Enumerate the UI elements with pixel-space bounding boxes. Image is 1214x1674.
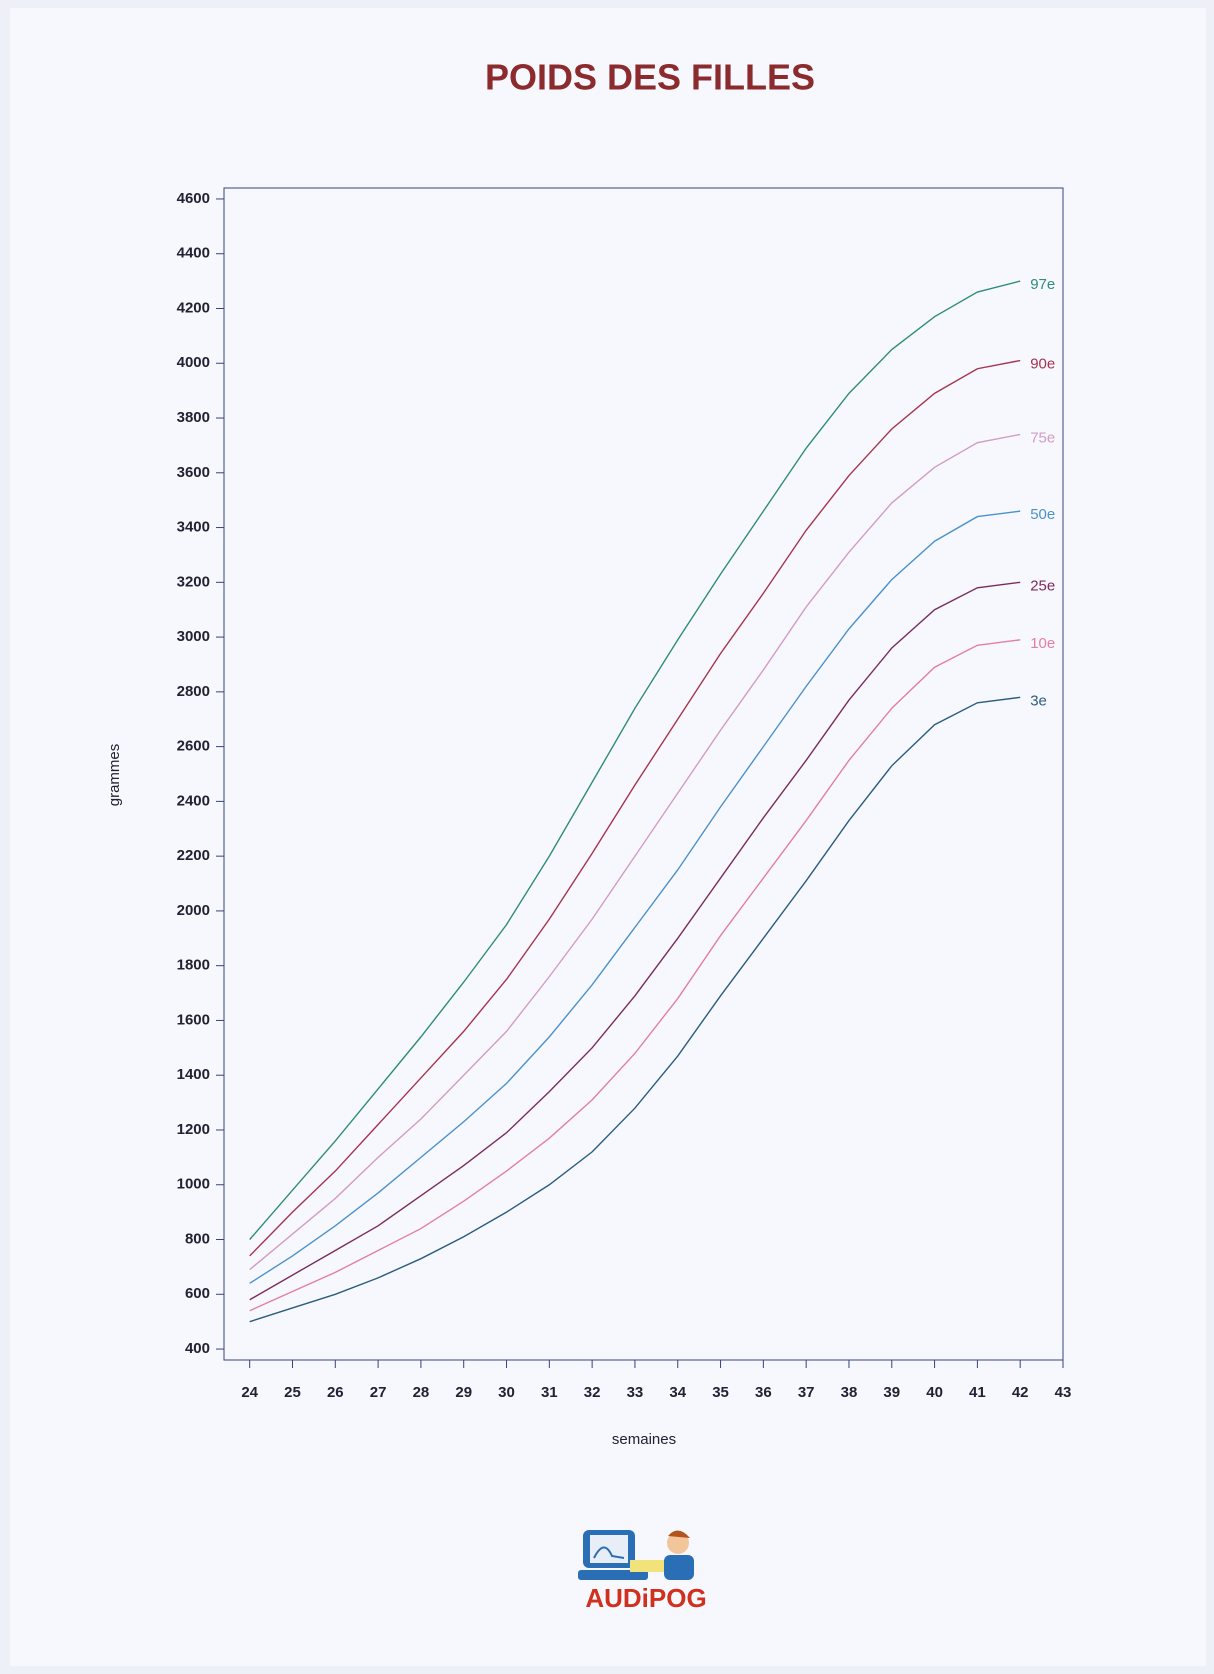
series-label: 90e	[1030, 355, 1055, 372]
series-label: 25e	[1030, 577, 1055, 594]
series-line	[249, 639, 1021, 1312]
x-tick-label: 42	[1012, 1384, 1029, 1401]
y-tick-label: 2400	[177, 792, 210, 809]
y-tick-label: 4400	[177, 245, 210, 262]
series-line	[249, 696, 1021, 1323]
y-tick-label: 3600	[177, 464, 210, 481]
chart-title: POIDS DES FILLES	[485, 57, 815, 98]
series-label: 97e	[1030, 276, 1055, 293]
y-tick-label: 1000	[177, 1176, 210, 1193]
x-tick-label: 30	[498, 1384, 515, 1401]
series-label: 75e	[1030, 429, 1055, 446]
logo-text: AUDiPOG	[585, 1583, 706, 1613]
y-tick-label: 400	[185, 1340, 210, 1357]
y-tick-label: 2600	[177, 738, 210, 755]
y-tick-label: 3400	[177, 519, 210, 536]
y-tick-label: 1600	[177, 1011, 210, 1028]
y-tick-label: 3200	[177, 573, 210, 590]
x-axis-label: semaines	[612, 1431, 676, 1448]
x-tick-label: 38	[841, 1384, 858, 1401]
x-tick-label: 40	[926, 1384, 943, 1401]
y-tick-label: 4600	[177, 190, 210, 207]
x-tick-label: 27	[370, 1384, 387, 1401]
x-tick-label: 28	[413, 1384, 430, 1401]
y-tick-label: 1400	[177, 1066, 210, 1083]
series-label: 3e	[1030, 692, 1047, 709]
series-line	[249, 433, 1021, 1271]
x-tick-label: 34	[669, 1384, 686, 1401]
plot-frame	[223, 187, 1064, 1361]
y-tick-label: 800	[185, 1230, 210, 1247]
x-tick-label: 32	[584, 1384, 601, 1401]
y-tick-label: 4200	[177, 299, 210, 316]
y-tick-label: 2800	[177, 683, 210, 700]
x-tick-label: 35	[712, 1384, 729, 1401]
logo-icon	[578, 1530, 694, 1580]
x-tick-label: 29	[455, 1384, 472, 1401]
y-axis-label: grammes	[106, 744, 123, 807]
y-tick-label: 1800	[177, 957, 210, 974]
y-tick-label: 600	[185, 1285, 210, 1302]
y-tick-label: 3800	[177, 409, 210, 426]
y-tick-label: 2000	[177, 902, 210, 919]
y-tick-label: 3000	[177, 628, 210, 645]
y-tick-label: 4000	[177, 354, 210, 371]
series-line	[249, 581, 1021, 1301]
series-line	[249, 510, 1021, 1284]
series-line	[249, 359, 1021, 1257]
x-tick-label: 43	[1055, 1384, 1072, 1401]
x-tick-label: 36	[755, 1384, 772, 1401]
series-line	[249, 280, 1021, 1240]
x-tick-label: 25	[284, 1384, 301, 1401]
x-tick-label: 24	[241, 1384, 258, 1401]
x-tick-label: 41	[969, 1384, 986, 1401]
series-label: 10e	[1030, 635, 1055, 652]
x-tick-label: 33	[627, 1384, 644, 1401]
x-tick-label: 37	[798, 1384, 815, 1401]
series-label: 50e	[1030, 506, 1055, 523]
x-tick-label: 39	[883, 1384, 900, 1401]
x-tick-label: 31	[541, 1384, 558, 1401]
x-tick-label: 26	[327, 1384, 344, 1401]
y-tick-label: 1200	[177, 1121, 210, 1138]
y-tick-label: 2200	[177, 847, 210, 864]
